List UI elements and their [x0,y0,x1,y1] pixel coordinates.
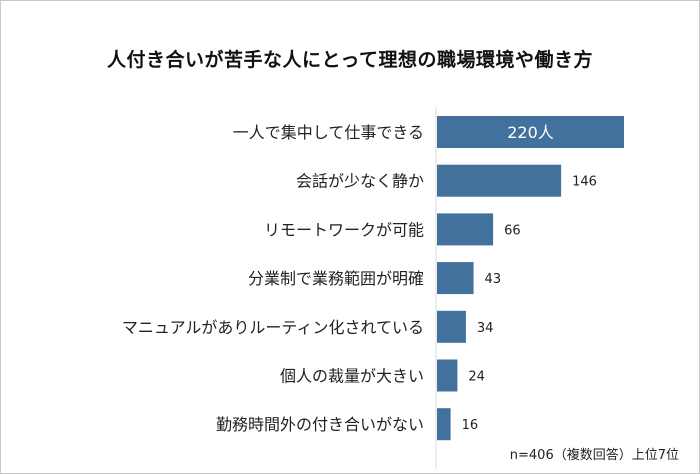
category-label: マニュアルがありルーティン化されている [122,318,424,337]
data-label: 146 [572,175,597,190]
bar [437,262,474,295]
bar [437,408,451,441]
category-label: リモートワークが可能 [264,220,424,239]
data-label: 34 [477,321,494,336]
bar [437,164,562,197]
bar [437,359,458,392]
bar [437,213,494,246]
category-label: 会話が少なく静か [296,172,424,191]
data-label: 24 [468,370,485,385]
data-label: 43 [485,272,502,287]
data-label: 66 [504,223,521,238]
sample-note: n=406（複数回答）上位7位 [509,448,679,463]
chart-title: 人付き合いが苦手な人にとって理想の職場環境や働き方 [107,49,593,71]
bar [437,310,466,343]
data-label: 220人 [507,123,554,142]
category-label: 一人で集中して仕事できる [233,123,424,142]
category-label: 勤務時間外の付き合いがない [216,415,424,434]
data-label: 16 [462,418,479,433]
category-label: 個人の裁量が大きい [280,367,424,386]
bar [437,116,624,148]
category-label: 分業制で業務範囲が明確 [248,269,424,288]
